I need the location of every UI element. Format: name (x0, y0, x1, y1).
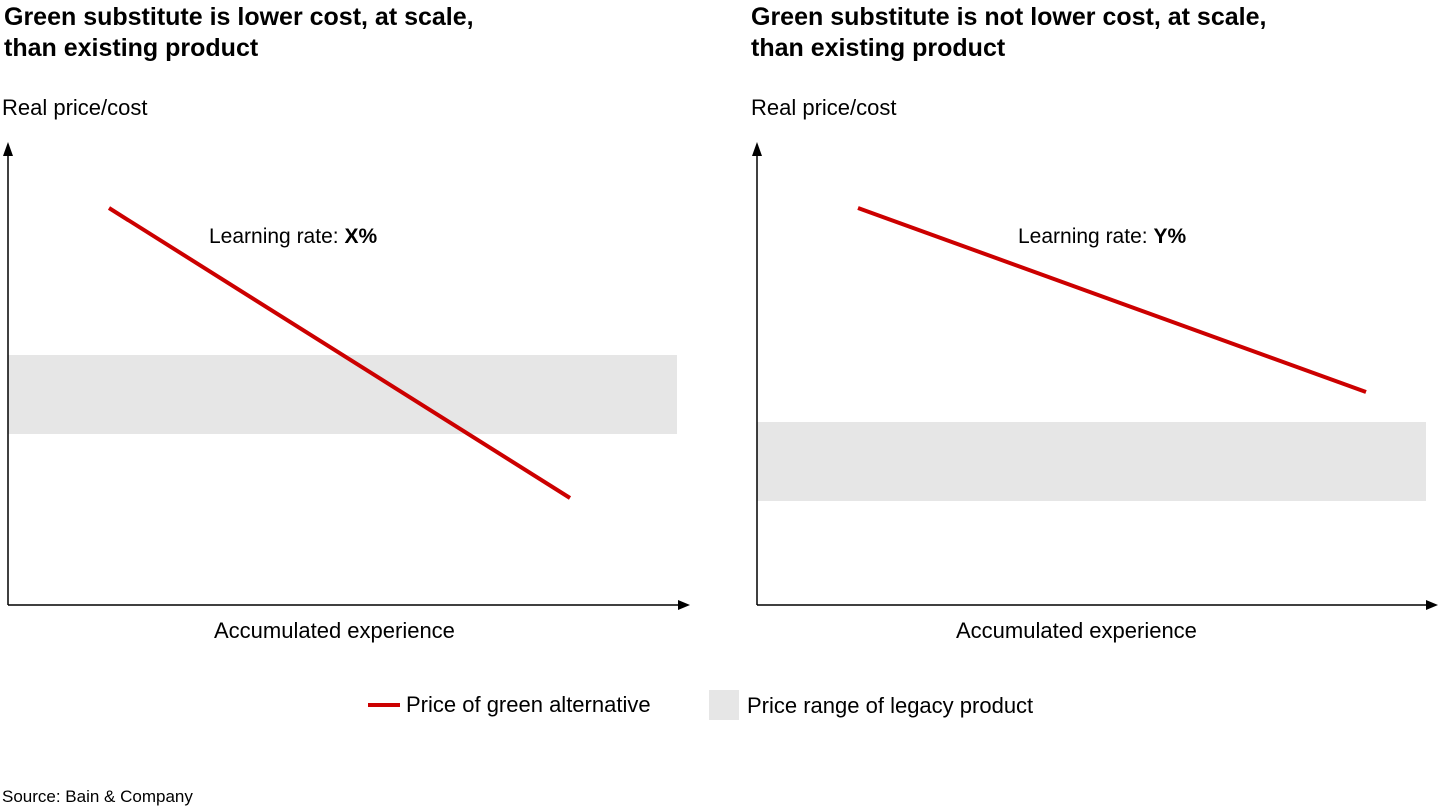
panel-1-x-label: Accumulated experience (214, 618, 455, 643)
panel-2-learning-rate: Learning rate: Y% (1018, 225, 1187, 248)
legend-band-swatch (709, 690, 739, 720)
panel-2-x-axis-arrow-icon (1426, 600, 1438, 610)
panel-1-x-axis-arrow-icon (678, 600, 690, 610)
panel-1-y-label: Real price/cost (2, 95, 148, 120)
panel-1-learning-rate: Learning rate: X% (209, 225, 378, 248)
panel-2-title: Green substitute is not lower cost, at s… (751, 3, 1267, 62)
panel-2-legacy-price-band (757, 422, 1426, 501)
legend-line-swatch (368, 703, 400, 707)
panel-2-green-price-line (857, 206, 1367, 394)
legend-band-label: Price range of legacy product (747, 693, 1034, 718)
panel-2-y-axis-arrow-icon (752, 142, 762, 156)
panel-1-legacy-price-band (8, 355, 677, 434)
panel-1-title: Green substitute is lower cost, at scale… (4, 3, 474, 62)
panel-1-y-axis-arrow-icon (3, 142, 13, 156)
source-note: Source: Bain & Company (2, 787, 193, 806)
panel-2-x-label: Accumulated experience (956, 618, 1197, 643)
legend-line-label: Price of green alternative (406, 692, 651, 717)
panel-1-green-price-line (107, 206, 572, 500)
panel-2-y-label: Real price/cost (751, 95, 897, 120)
